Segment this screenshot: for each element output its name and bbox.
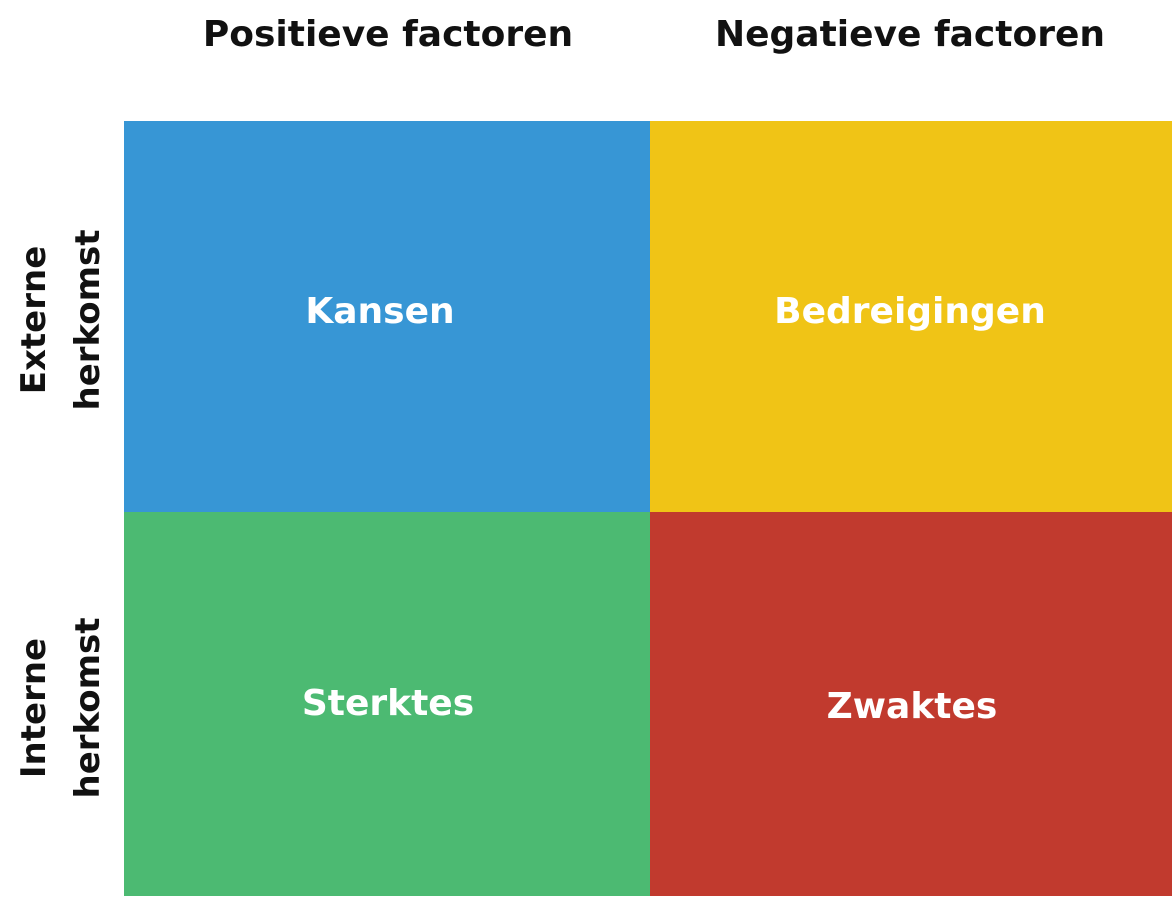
cell-label: Kansen [305,291,454,332]
cell-strengths [124,512,650,896]
cell-label: Bedreigingen [774,291,1046,332]
row-header: Externe [14,246,54,395]
cell-label: Zwaktes [827,686,998,727]
cell-label: Sterktes [302,683,474,724]
cell-threats [650,121,1172,512]
column-header: Positieve factoren [203,14,573,55]
cell-weaknesses [650,512,1172,896]
row-header: herkomst [68,229,108,410]
cell-opportunities [124,121,650,512]
row-header: herkomst [68,617,108,798]
column-header: Negatieve factoren [715,14,1105,55]
row-header: Interne [14,638,54,778]
